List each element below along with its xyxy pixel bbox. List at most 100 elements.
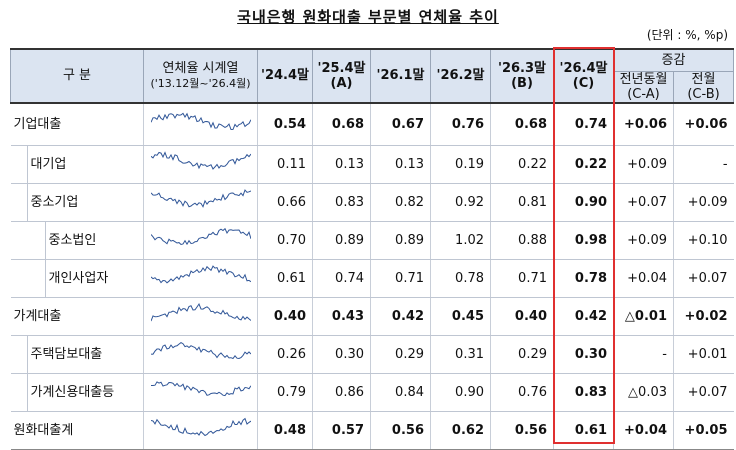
unit: (단위 : %, %p) xyxy=(646,28,728,42)
value-cell: 0.98 xyxy=(553,221,614,260)
value-cell: +0.04 xyxy=(613,259,674,298)
sparkline xyxy=(150,342,251,360)
row-label: 개인사업자 xyxy=(44,259,144,297)
value-cell: 0.43 xyxy=(312,297,371,336)
value-cell: 0.42 xyxy=(370,297,431,336)
sparkline xyxy=(150,417,251,437)
row-label: 원화대출계 xyxy=(13,422,74,438)
value-cell: 0.74 xyxy=(553,102,614,146)
row-label-cell: 중소기업 xyxy=(10,183,144,222)
header-series: 연체율 시계열 ('13.12월~'26.4월) xyxy=(143,48,258,104)
value-cell: 0.68 xyxy=(490,102,554,146)
sparkline-cell xyxy=(143,411,258,450)
table-row: 기업대출 0.54 0.68 0.67 0.76 0.68 0.74 +0.06 +0.06 xyxy=(10,102,734,146)
value-cell: 0.42 xyxy=(553,297,614,336)
sparkline-cell xyxy=(143,335,258,374)
value-cell: 0.78 xyxy=(430,259,491,298)
value-cell: +0.07 xyxy=(672,259,734,298)
header-label: '24.4말 xyxy=(260,68,309,84)
header-label: 전년동월 xyxy=(619,71,668,87)
value-cell: 0.78 xyxy=(553,259,614,298)
value-cell: +0.07 xyxy=(613,183,674,222)
header-period: '25.4말 (A) xyxy=(312,48,371,104)
header-change: 증감 xyxy=(612,48,735,72)
header-series-label: 연체율 시계열 xyxy=(162,60,239,76)
value-cell: 0.83 xyxy=(553,373,614,412)
value-cell: 0.82 xyxy=(370,183,431,222)
row-label: 가계대출 xyxy=(13,308,62,324)
value-cell: 0.86 xyxy=(312,373,371,412)
header-category: 구 분 xyxy=(10,48,144,104)
value-cell: 0.56 xyxy=(490,411,554,450)
value-cell: 0.71 xyxy=(370,259,431,298)
value-cell: 0.30 xyxy=(312,335,371,374)
value-cell: 0.13 xyxy=(312,145,371,184)
row-label-cell: 가계신용대출등 xyxy=(10,373,144,412)
value-cell: 0.89 xyxy=(312,221,371,260)
value-cell: 0.68 xyxy=(312,102,371,146)
value-cell: - xyxy=(672,145,734,184)
value-cell: 0.81 xyxy=(490,183,554,222)
value-cell: 0.76 xyxy=(490,373,554,412)
value-cell: +0.06 xyxy=(672,102,734,146)
value-cell: +0.10 xyxy=(672,221,734,260)
sparkline-cell xyxy=(143,145,258,184)
row-label-cell: 대기업 xyxy=(10,145,144,184)
value-cell: 0.26 xyxy=(257,335,313,374)
header-change-col: 전월 (C-B) xyxy=(672,70,735,104)
table-row: 대기업 0.11 0.13 0.13 0.19 0.22 0.22 +0.09- xyxy=(10,145,734,184)
sparkline xyxy=(150,189,251,208)
table-row: 중소기업 0.66 0.83 0.82 0.92 0.81 0.90 +0.07 +0.09 xyxy=(10,183,734,222)
table-body: 기업대출 0.54 0.68 0.67 0.76 0.68 0.74 +0.06 +0.06 대기… xyxy=(10,102,734,450)
value-cell: 0.74 xyxy=(312,259,371,298)
value-cell: 0.83 xyxy=(312,183,371,222)
sparkline-cell xyxy=(143,373,258,412)
value-cell: 0.11 xyxy=(257,145,313,184)
row-label-cell: 개인사업자 xyxy=(10,259,144,298)
sparkline-path xyxy=(150,227,251,246)
value-cell: 0.48 xyxy=(257,411,313,450)
value-cell: +0.05 xyxy=(672,411,734,450)
value-cell: 0.67 xyxy=(370,102,431,146)
table-row: 중소법인 0.70 0.89 0.89 1.02 0.88 0.98 +0.09 +0.10 xyxy=(10,221,734,260)
value-cell: △0.01 xyxy=(613,297,674,336)
table-row: 원화대출계 0.48 0.57 0.56 0.62 0.56 0.61 +0.04 +0.05 xyxy=(10,411,734,450)
header-label: '26.4말 xyxy=(559,60,608,76)
sparkline-path xyxy=(150,265,251,284)
row-label: 중소기업 xyxy=(26,183,144,221)
row-label: 주택담보대출 xyxy=(26,335,144,373)
value-cell: 0.76 xyxy=(430,102,491,146)
value-cell: 0.71 xyxy=(490,259,554,298)
header-label: '26.3말 xyxy=(497,60,546,76)
header-series-range: ('13.12월~'26.4월) xyxy=(150,76,251,90)
value-cell: 0.88 xyxy=(490,221,554,260)
row-label: 대기업 xyxy=(26,145,144,183)
sparkline-cell xyxy=(143,221,258,260)
value-cell: 0.29 xyxy=(490,335,554,374)
value-cell: 0.31 xyxy=(430,335,491,374)
value-cell: 0.56 xyxy=(370,411,431,450)
title: 국내은행 원화대출 부문별 연체율 추이 xyxy=(237,8,499,26)
value-cell: +0.09 xyxy=(672,183,734,222)
header-note: (C-A) xyxy=(627,86,660,102)
sparkline-cell xyxy=(143,297,258,336)
row-label-cell: 중소법인 xyxy=(10,221,144,260)
header-label: 전월 xyxy=(691,71,716,87)
value-cell: 1.02 xyxy=(430,221,491,260)
sparkline-path xyxy=(150,381,251,397)
sparkline xyxy=(150,303,251,322)
value-cell: 0.89 xyxy=(370,221,431,260)
value-cell: 0.29 xyxy=(370,335,431,374)
header-label: '25.4말 xyxy=(317,60,366,76)
sparkline-cell xyxy=(143,183,258,222)
header-period: '26.1말 xyxy=(370,48,431,104)
value-cell: - xyxy=(613,335,674,374)
value-cell: +0.06 xyxy=(613,102,674,146)
header-note: (C-B) xyxy=(687,86,720,102)
sparkline-path xyxy=(150,417,251,437)
row-label: 중소법인 xyxy=(44,221,144,259)
value-cell: △0.03 xyxy=(613,373,674,412)
header-period: '24.4말 xyxy=(257,48,313,104)
table-row: 주택담보대출 0.26 0.30 0.29 0.31 0.29 0.30- +0.01 xyxy=(10,335,734,374)
